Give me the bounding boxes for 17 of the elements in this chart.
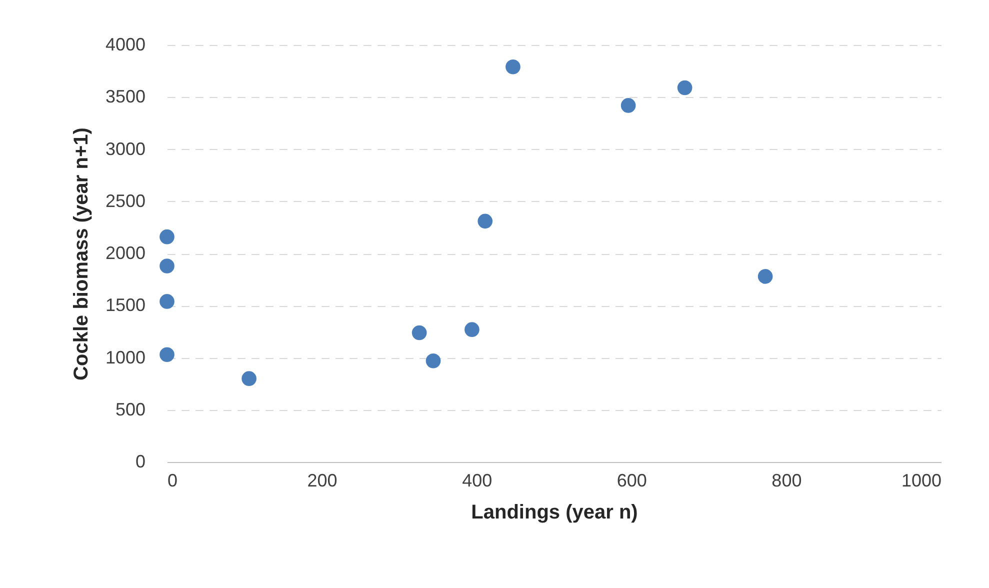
x-tick-label: 200 — [307, 470, 338, 490]
y-tick-label: 1000 — [105, 347, 146, 368]
y-tick-label: 3500 — [105, 86, 146, 107]
y-tick-label: 2000 — [105, 243, 146, 263]
y-tick-label: 1500 — [105, 295, 146, 316]
x-tick-label: 400 — [462, 470, 492, 490]
y-tick-label: 2500 — [105, 190, 146, 211]
y-tick-label: 3000 — [105, 138, 146, 159]
x-tick-label: 1000 — [901, 470, 942, 490]
y-tick-label: 500 — [115, 399, 146, 420]
x-tick-label: 800 — [772, 470, 802, 490]
y-axis-title: Cockle biomass (year n+1) — [70, 128, 92, 380]
x-tick-label: 0 — [168, 470, 178, 490]
y-tick-label: 0 — [135, 452, 146, 472]
x-tick-label: 600 — [616, 470, 647, 490]
x-axis-title: Landings (year n) — [471, 502, 638, 524]
y-tick-label: 4000 — [105, 34, 146, 54]
